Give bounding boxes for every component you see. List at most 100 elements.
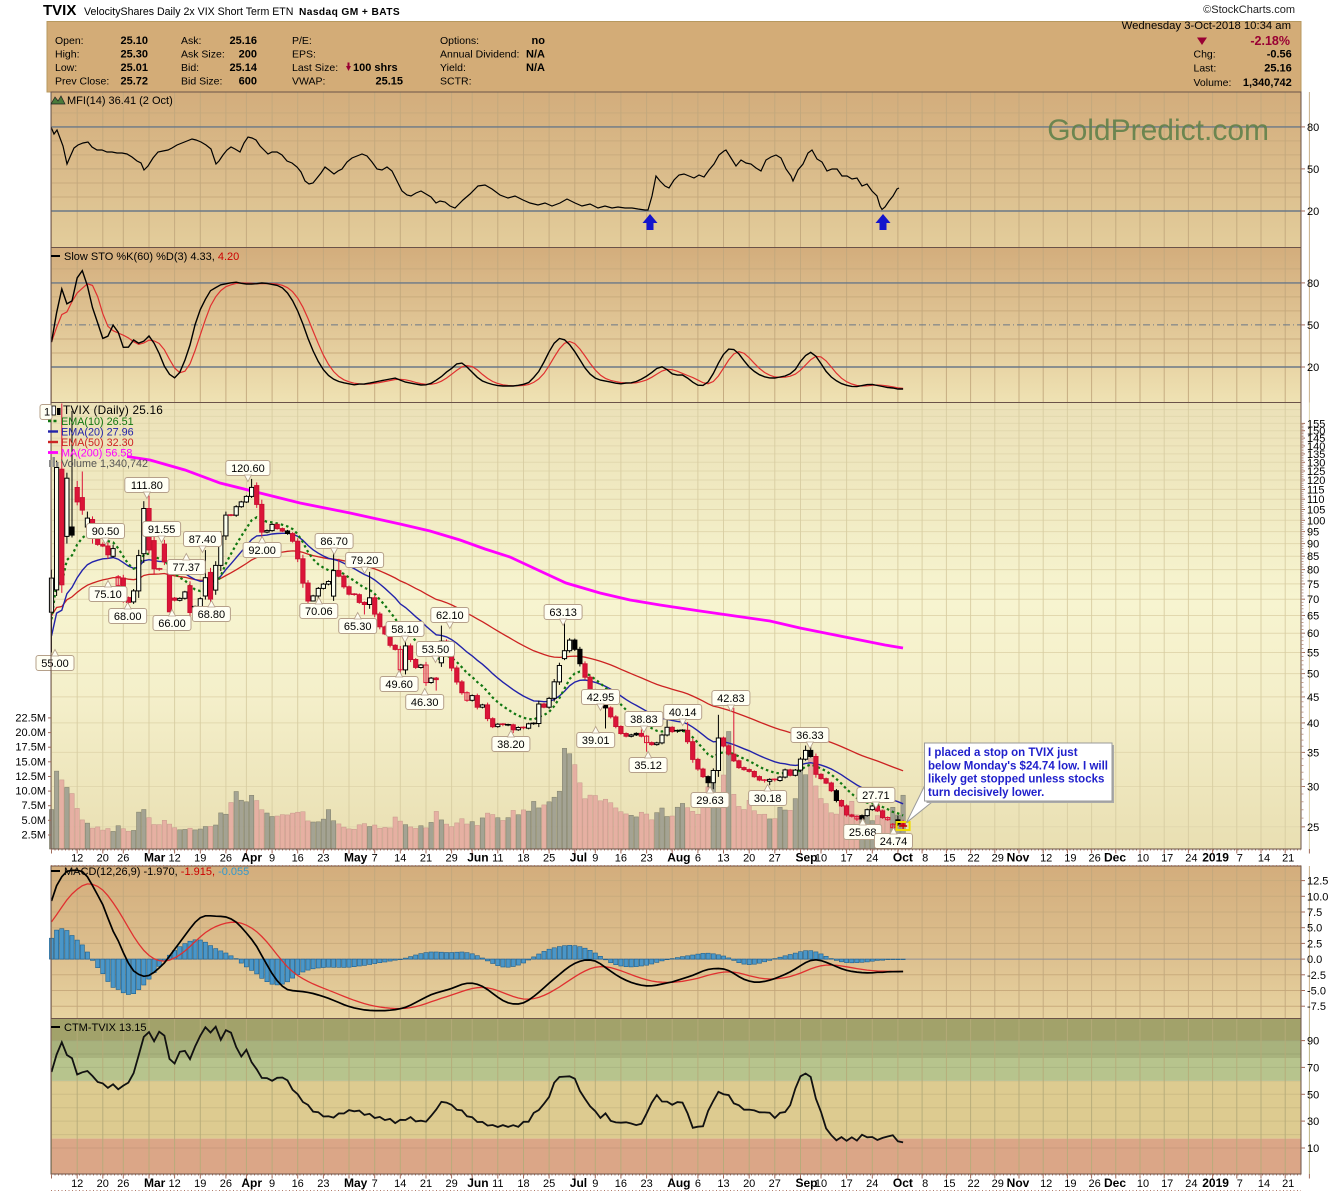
svg-text:23: 23 [640, 853, 652, 865]
svg-text:29.63: 29.63 [696, 795, 724, 807]
svg-text:80: 80 [1307, 122, 1319, 134]
svg-text:12: 12 [71, 853, 83, 865]
svg-text:Oct: Oct [893, 1176, 913, 1190]
svg-text:I placed a stop on TVIX just: I placed a stop on TVIX just [928, 747, 1078, 759]
svg-text:70: 70 [1307, 594, 1319, 606]
svg-text:Ask:: Ask: [181, 35, 201, 47]
svg-text:21: 21 [420, 1178, 432, 1190]
svg-text:50: 50 [1307, 164, 1319, 176]
svg-text:8: 8 [922, 853, 928, 865]
svg-text:120.60: 120.60 [231, 463, 265, 475]
svg-text:30.18: 30.18 [754, 793, 782, 805]
svg-text:21: 21 [1282, 853, 1294, 865]
svg-text:125: 125 [1307, 466, 1325, 478]
svg-text:66.00: 66.00 [158, 618, 186, 630]
svg-text:14: 14 [394, 1178, 406, 1190]
svg-text:-7.5: -7.5 [1307, 1001, 1326, 1013]
svg-text:Yield:: Yield: [440, 62, 466, 74]
svg-text:20: 20 [97, 853, 109, 865]
svg-text:Ask Size:: Ask Size: [181, 49, 225, 61]
svg-text:10: 10 [815, 1178, 827, 1190]
svg-text:120: 120 [1307, 475, 1325, 487]
svg-text:High:: High: [55, 49, 80, 61]
svg-text:55: 55 [1307, 648, 1319, 660]
svg-text:Slow STO %K(60) %D(3) 4.33, 4.: Slow STO %K(60) %D(3) 4.33, 4.20 [64, 251, 239, 263]
svg-text:130: 130 [1307, 457, 1325, 469]
svg-text:18: 18 [517, 1178, 529, 1190]
svg-text:24: 24 [866, 853, 878, 865]
svg-text:Aug: Aug [667, 1176, 690, 1190]
svg-text:91.55: 91.55 [148, 524, 176, 536]
svg-text:20: 20 [1307, 206, 1319, 218]
svg-text:12.5M: 12.5M [15, 771, 46, 783]
svg-text:25.72: 25.72 [120, 76, 148, 88]
svg-text:CTM-TVIX 13.15: CTM-TVIX 13.15 [64, 1022, 147, 1034]
svg-text:55.00: 55.00 [41, 658, 69, 670]
svg-text:19: 19 [194, 853, 206, 865]
svg-text:Oct: Oct [893, 851, 913, 865]
svg-text:58.10: 58.10 [391, 624, 419, 636]
svg-text:N/A: N/A [526, 49, 545, 61]
svg-text:12.5: 12.5 [1307, 876, 1328, 888]
svg-text:42.83: 42.83 [717, 693, 745, 705]
svg-text:Jul: Jul [570, 1176, 587, 1190]
svg-text:65: 65 [1307, 611, 1319, 623]
svg-text:150: 150 [1307, 426, 1325, 438]
svg-text:7: 7 [372, 853, 378, 865]
svg-text:50: 50 [1307, 1089, 1319, 1101]
svg-text:75: 75 [1307, 579, 1319, 591]
svg-text:17: 17 [1161, 853, 1173, 865]
svg-text:TVIX: TVIX [43, 2, 76, 19]
svg-text:110: 110 [1307, 494, 1325, 506]
svg-text:VWAP:: VWAP: [292, 76, 325, 88]
svg-text:EMA(10) 26.51: EMA(10) 26.51 [61, 416, 134, 428]
svg-text:-2.5: -2.5 [1307, 970, 1326, 982]
svg-text:25: 25 [543, 853, 555, 865]
svg-text:10.0: 10.0 [1307, 891, 1328, 903]
svg-text:10: 10 [1307, 1143, 1319, 1155]
svg-text:23: 23 [317, 853, 329, 865]
svg-text:1,340,742: 1,340,742 [1243, 77, 1292, 89]
svg-text:19: 19 [1064, 853, 1076, 865]
svg-text:26: 26 [117, 853, 129, 865]
svg-text:15: 15 [943, 1178, 955, 1190]
svg-text:65.30: 65.30 [344, 621, 372, 633]
svg-text:10: 10 [1137, 853, 1149, 865]
svg-text:11: 11 [492, 853, 503, 865]
svg-text:105: 105 [1307, 505, 1325, 517]
svg-text:35: 35 [1307, 747, 1319, 759]
svg-text:8: 8 [922, 1178, 928, 1190]
svg-text:14: 14 [1258, 853, 1270, 865]
svg-text:21: 21 [420, 853, 432, 865]
svg-text:17: 17 [840, 853, 852, 865]
svg-text:80: 80 [1307, 278, 1319, 290]
svg-text:-0.56: -0.56 [1267, 49, 1292, 61]
svg-text:7: 7 [372, 1178, 378, 1190]
svg-text:26: 26 [1088, 1178, 1100, 1190]
svg-text:16: 16 [292, 1178, 304, 1190]
svg-text:13: 13 [717, 1178, 729, 1190]
svg-text:25.16: 25.16 [229, 35, 257, 47]
svg-text:155: 155 [1307, 418, 1325, 430]
svg-text:Options:: Options: [440, 35, 479, 47]
svg-text:2019: 2019 [1202, 1176, 1229, 1190]
svg-text:35.12: 35.12 [634, 760, 662, 772]
svg-text:17: 17 [1161, 1178, 1173, 1190]
svg-text:25.01: 25.01 [120, 62, 148, 74]
svg-text:29: 29 [992, 1178, 1004, 1190]
svg-text:90.50: 90.50 [92, 526, 120, 538]
svg-text:Dec: Dec [1104, 1176, 1126, 1190]
svg-text:40.14: 40.14 [669, 707, 697, 719]
svg-text:25.10: 25.10 [120, 35, 148, 47]
svg-text:80: 80 [1307, 565, 1319, 577]
svg-text:10: 10 [815, 853, 827, 865]
svg-text:Jul: Jul [570, 851, 587, 865]
svg-text:©StockCharts.com: ©StockCharts.com [1203, 4, 1295, 16]
svg-text:N/A: N/A [526, 62, 545, 74]
svg-text:22.5M: 22.5M [15, 712, 46, 724]
svg-text:140: 140 [1307, 441, 1325, 453]
svg-text:23: 23 [640, 1178, 652, 1190]
svg-text:46.30: 46.30 [411, 697, 439, 709]
svg-text:22: 22 [967, 1178, 979, 1190]
svg-text:29: 29 [445, 1178, 457, 1190]
